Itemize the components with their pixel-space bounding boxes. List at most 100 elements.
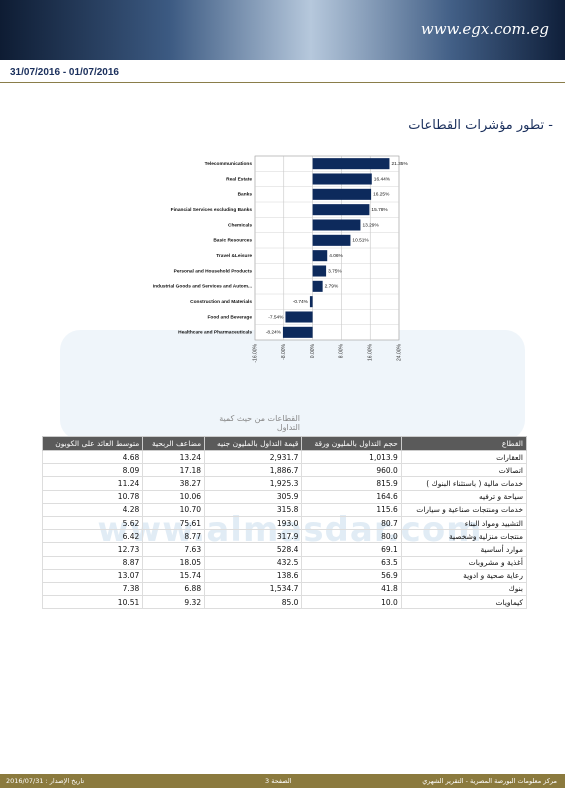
x-tick-label: -8.00%	[281, 343, 287, 359]
number-cell: 164.6	[301, 489, 402, 504]
number-cell: 17.18	[142, 463, 206, 478]
bar	[285, 311, 313, 323]
table-row: موارد أساسية 69.1 528.4 7.63 12.73	[41, 542, 528, 557]
value-label: -0.74%	[293, 299, 309, 305]
number-cell: 315.8	[204, 502, 303, 517]
column-header: حجم التداول بالمليون ورقة	[301, 436, 402, 451]
number-cell: 10.51	[41, 595, 144, 610]
bar	[312, 265, 327, 277]
sector-cell: العقارات	[400, 449, 528, 465]
x-tick-label: 8.00%	[339, 343, 345, 358]
bar	[312, 219, 361, 231]
value-label: 21.35%	[391, 161, 408, 167]
table-row: كيماويات 10.0 85.0 9.32 10.51	[41, 595, 528, 610]
number-cell: 10.0	[301, 595, 402, 610]
number-cell: 10.06	[142, 489, 206, 504]
number-cell: 10.78	[41, 489, 144, 504]
banner: www.egx.com.eg	[0, 0, 565, 60]
category-label: Financial Services excluding Banks	[171, 207, 253, 213]
category-label: Chemicals	[228, 222, 252, 228]
category-label: Industrial Goods and Services and Autom.…	[153, 284, 252, 290]
column-header: متوسط العائد على الكوبون	[41, 436, 144, 451]
value-label: 4.06%	[329, 253, 343, 259]
table-caption: القطاعات من حيث كمية التداول	[219, 414, 300, 432]
bar	[312, 250, 328, 262]
bar	[312, 234, 351, 246]
table-row: التشييد ومواد البناء 80.7 193.0 75.61 5.62	[41, 515, 528, 531]
number-cell: 69.1	[301, 542, 402, 557]
number-cell: 13.24	[142, 449, 206, 465]
value-label: -7.54%	[268, 314, 284, 320]
bar	[312, 204, 370, 216]
rule	[0, 82, 565, 83]
watermark-shape	[60, 330, 525, 440]
column-header: مضاعف الربحية	[142, 436, 206, 451]
number-cell: 80.0	[301, 529, 402, 544]
number-cell: 11.24	[41, 476, 144, 491]
table-row: العقارات 1,013.9 2,931.7 13.24 4.68	[41, 449, 528, 465]
bar	[309, 296, 313, 308]
x-tick-label: 16.00%	[368, 343, 374, 361]
category-label: Real Estate	[226, 176, 252, 182]
x-tick-label: -16.00%	[252, 343, 258, 362]
chart: -16.00% -8.00% 0.00% 8.00% 16.00% 24.00% Telec…	[153, 155, 408, 363]
number-cell: 7.38	[41, 581, 144, 597]
number-cell: 41.8	[301, 581, 402, 597]
number-cell: 18.05	[142, 555, 206, 570]
sector-cell: أغذية و مشروبات	[400, 555, 528, 570]
number-cell: 317.9	[204, 529, 303, 544]
value-label: -8.24%	[266, 330, 282, 336]
bar	[312, 158, 390, 170]
sector-cell: كيماويات	[400, 595, 528, 610]
number-cell: 6.88	[142, 581, 206, 597]
column-header: قيمة التداول بالمليون جنيه	[204, 436, 303, 451]
category-label: Banks	[238, 192, 253, 198]
value-label: 15.78%	[371, 207, 388, 213]
number-cell: 56.9	[301, 568, 402, 583]
x-tick-label: 24.00%	[396, 343, 402, 361]
number-cell: 4.68	[41, 449, 144, 465]
value-label: 16.25%	[373, 192, 390, 198]
sector-cell: سياحة و ترفيه	[400, 489, 528, 504]
logo: www.egx.com.eg	[420, 20, 549, 38]
number-cell: 305.9	[204, 489, 303, 504]
bar	[282, 326, 313, 338]
bar	[312, 173, 372, 185]
table-row: اتصالات 960.0 1,886.7 17.18 8.09	[41, 463, 528, 478]
number-cell: 1,013.9	[301, 449, 402, 465]
number-cell: 8.09	[41, 463, 144, 478]
number-cell: 193.0	[204, 515, 303, 531]
number-cell: 6.42	[41, 529, 144, 544]
bar	[312, 188, 372, 200]
number-cell: 1,534.7	[204, 581, 303, 597]
number-cell: 432.5	[204, 555, 303, 570]
number-cell: 15.74	[142, 568, 206, 583]
value-label: 16.44%	[374, 176, 391, 182]
section-title: - تطور مؤشرات القطاعات	[408, 118, 553, 133]
footer: مركز معلومات البورصة المصرية - التقرير ا…	[0, 774, 565, 788]
number-cell: 528.4	[204, 542, 303, 557]
category-label: Travel &Leisure	[216, 253, 252, 259]
number-cell: 38.27	[142, 476, 206, 491]
sector-cell: اتصالات	[400, 463, 528, 478]
number-cell: 8.77	[142, 529, 206, 544]
footer-center: الصفحة 3	[265, 777, 292, 785]
value-label: 3.75%	[328, 268, 342, 274]
number-cell: 1,886.7	[204, 463, 303, 478]
table-row: منتجات منزلية وشخصية 80.0 317.9 8.77 6.42	[41, 529, 528, 544]
value-label: 13.29%	[362, 222, 379, 228]
sector-cell: خدمات مالية ( باستثناء البنوك )	[400, 476, 528, 491]
bar	[312, 280, 323, 292]
number-cell: 138.6	[204, 568, 303, 583]
category-label: Personal and Household Products	[174, 268, 253, 274]
value-label: 10.51%	[352, 238, 369, 244]
number-cell: 9.32	[142, 595, 206, 610]
number-cell: 12.73	[41, 542, 144, 557]
number-cell: 815.9	[301, 476, 402, 491]
table-row: رعاية صحية و ادوية 56.9 138.6 15.74 13.07	[41, 568, 528, 583]
footer-right: مركز معلومات البورصة المصرية - التقرير ا…	[422, 777, 557, 785]
sector-cell: موارد أساسية	[400, 542, 528, 557]
category-label: Healthcare and Pharmaceuticals	[178, 330, 252, 336]
sector-cell: رعاية صحية و ادوية	[400, 568, 528, 583]
table-row: بنوك 41.8 1,534.7 6.88 7.38	[41, 581, 528, 597]
